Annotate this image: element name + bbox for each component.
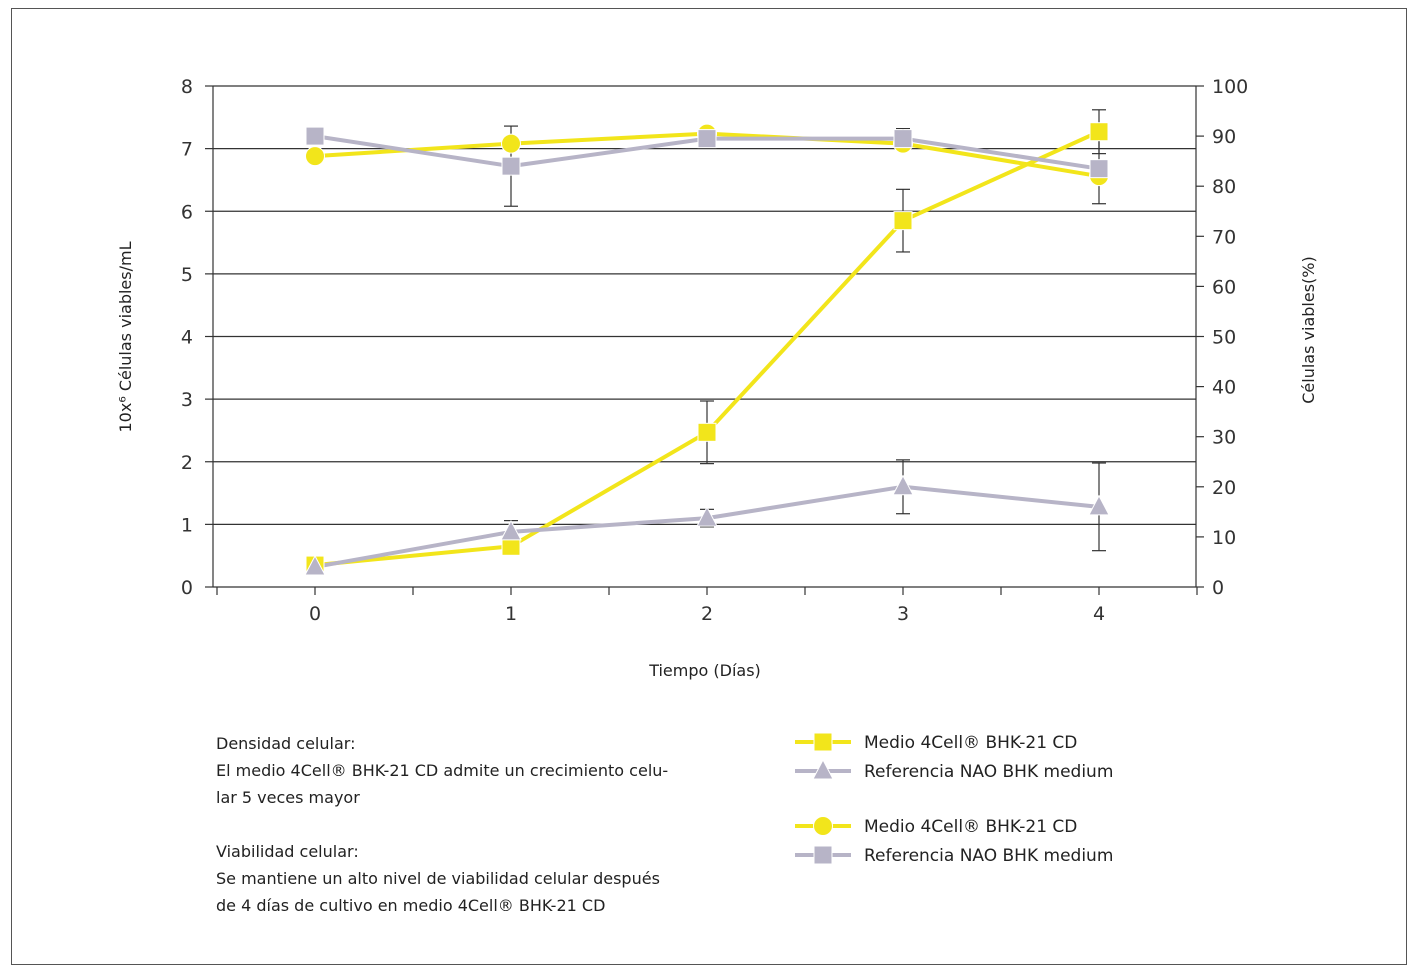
viability-text-line-1: Se mantiene un alto nivel de viabilidad … xyxy=(216,869,660,888)
data-point-series-3 xyxy=(501,133,521,154)
data-point-series-4 xyxy=(1089,159,1109,179)
y-right-tick-label: 80 xyxy=(1212,176,1236,198)
data-point-series-2 xyxy=(892,474,914,496)
y-right-tick-label: 100 xyxy=(1212,76,1248,98)
y-right-tick-label: 40 xyxy=(1212,377,1236,399)
y-left-tick-label: 2 xyxy=(181,452,193,474)
series-lines xyxy=(314,129,1100,569)
error-bars xyxy=(504,109,1106,552)
figure-frame xyxy=(11,8,1407,965)
data-point-series-1 xyxy=(893,211,913,231)
density-text-line-2: lar 5 veces mayor xyxy=(216,788,360,807)
y-left-tick-label: 6 xyxy=(181,201,193,223)
legend-label: Medio 4Cell® BHK-21 CD xyxy=(864,733,1077,753)
data-point-series-2 xyxy=(500,519,522,541)
gridlines xyxy=(213,85,1196,525)
data-point-series-2 xyxy=(304,554,326,576)
legend-label: Referencia NAO BHK medium xyxy=(864,846,1113,866)
y-right-tick-label: 20 xyxy=(1212,477,1236,499)
data-point-series-3 xyxy=(305,146,325,167)
data-point-series-4 xyxy=(305,126,325,146)
y-right-tick-label: 60 xyxy=(1212,276,1236,298)
y-right-tick-label: 90 xyxy=(1212,126,1236,148)
data-point-series-1 xyxy=(1089,122,1109,142)
data-point-series-4 xyxy=(893,129,913,149)
x-tick-label: 2 xyxy=(701,603,713,625)
data-point-series-2 xyxy=(1088,494,1110,516)
viability-text-line-2: de 4 días de cultivo en medio 4Cell® BHK… xyxy=(216,896,606,915)
y-left-tick-label: 3 xyxy=(181,389,193,411)
x-tick-label: 0 xyxy=(309,603,321,625)
series-markers xyxy=(304,122,1110,576)
legend: Medio 4Cell® BHK-21 CD Referencia NAO BHK… xyxy=(795,732,1113,866)
series-line-1 xyxy=(314,129,1100,568)
y-left-tick-label: 7 xyxy=(181,139,193,161)
y-left-tick-label: 0 xyxy=(181,577,193,599)
y-left-tick-label: 1 xyxy=(181,514,193,536)
y-right-tick-label: 0 xyxy=(1212,577,1224,599)
y-right-tick-label: 10 xyxy=(1212,527,1236,549)
axes xyxy=(205,85,1204,595)
data-point-series-2 xyxy=(696,506,718,527)
legend-swatch-marker xyxy=(813,732,833,752)
legend-label: Medio 4Cell® BHK-21 CD xyxy=(864,817,1077,837)
notes-block: Densidad celular: El medio 4Cell® BHK-21… xyxy=(216,730,756,919)
y-right-tick-label: 30 xyxy=(1212,427,1236,449)
legend-label: Referencia NAO BHK medium xyxy=(864,762,1113,782)
density-text-line-1: El medio 4Cell® BHK-21 CD admite un crec… xyxy=(216,761,669,780)
y-right-tick-label: 50 xyxy=(1212,327,1236,349)
y-left-axis-title: 10x⁶ Células viables/mL xyxy=(116,241,135,432)
y-right-tick-label: 70 xyxy=(1212,226,1236,248)
legend-swatch-marker xyxy=(813,845,833,865)
legend-swatch-marker xyxy=(813,816,833,836)
density-title: Densidad celular: xyxy=(216,734,356,753)
legend-swatch-marker xyxy=(812,758,834,780)
viability-title: Viabilidad celular: xyxy=(216,842,359,861)
y-right-axis-title: Células viables(%) xyxy=(1299,256,1318,403)
x-axis-title: Tiempo (Días) xyxy=(648,661,761,680)
data-point-series-4 xyxy=(501,156,521,176)
data-point-series-4 xyxy=(697,129,717,149)
x-tick-label: 1 xyxy=(505,603,517,625)
y-left-tick-label: 8 xyxy=(181,76,193,98)
data-point-series-1 xyxy=(697,422,717,442)
y-left-tick-label: 4 xyxy=(181,327,193,349)
y-left-tick-label: 5 xyxy=(181,264,193,286)
x-tick-label: 4 xyxy=(1093,603,1105,625)
x-tick-label: 3 xyxy=(897,603,909,625)
